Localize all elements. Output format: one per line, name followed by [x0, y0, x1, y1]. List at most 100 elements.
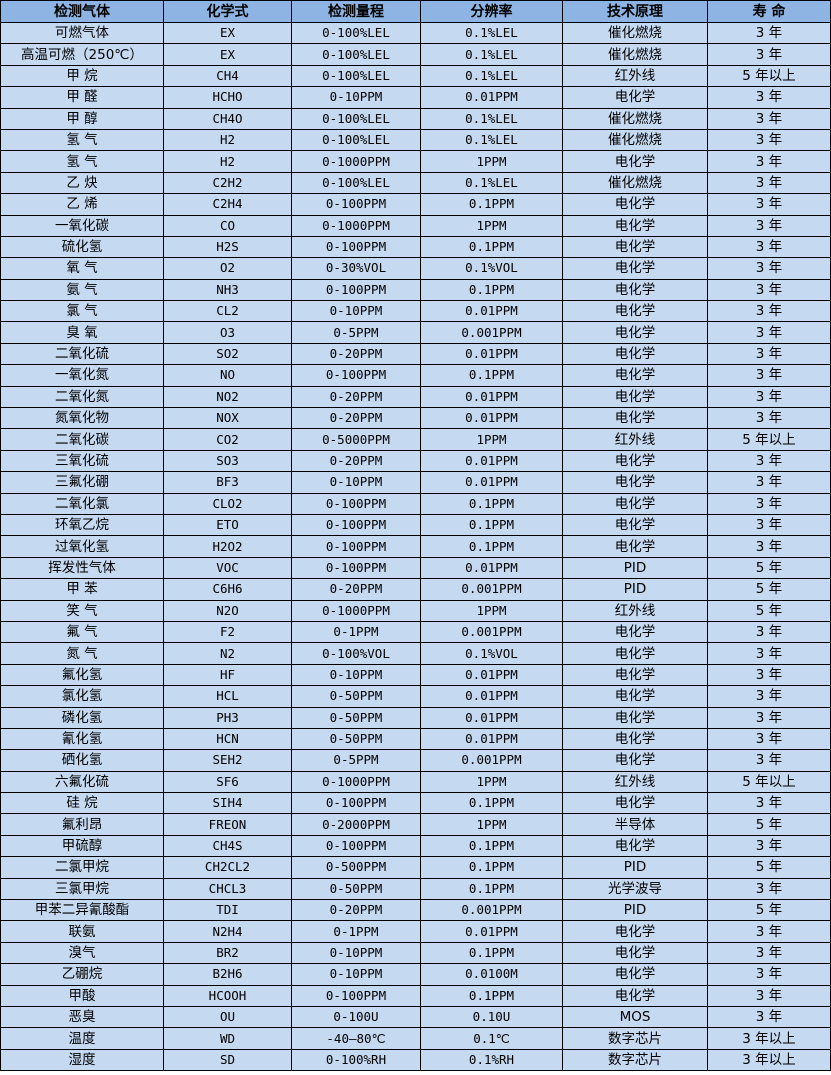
cell-lifespan: 3 年	[707, 86, 831, 109]
cell-principle: 电化学	[562, 385, 708, 409]
table-row: 一氧化碳 CO 0-1000PPM 1PPM 电化学 3 年	[0, 214, 831, 237]
header-lifespan: 寿 命	[707, 0, 831, 23]
cell-lifespan: 3 年	[707, 1005, 831, 1029]
cell-resolution: 0.1%VOL	[420, 642, 563, 665]
cell-lifespan: 3 年以上	[707, 1027, 831, 1050]
cell-gas: 硅 烷	[0, 792, 164, 815]
cell-formula: CL2	[163, 300, 292, 323]
cell-gas: 氢 气	[0, 128, 164, 152]
cell-principle: 电化学	[562, 535, 708, 558]
cell-formula: NO2	[163, 385, 292, 409]
cell-formula: NO	[163, 364, 292, 387]
cell-lifespan: 5 年	[707, 813, 831, 836]
cell-principle: 红外线	[562, 428, 708, 451]
cell-principle: 电化学	[562, 834, 708, 858]
cell-principle: 电化学	[562, 449, 708, 473]
cell-resolution: 0.001PPM	[420, 321, 563, 344]
cell-principle: PID	[562, 556, 708, 580]
cell-formula: ETO	[163, 513, 292, 537]
cell-lifespan: 3 年	[707, 43, 831, 66]
cell-principle: 电化学	[562, 749, 708, 772]
cell-gas: 乙 烯	[0, 193, 164, 216]
cell-resolution: 0.1℃	[420, 1027, 563, 1050]
table-row: 甲 醇 CH4O 0-100%LEL 0.1%LEL 催化燃烧 3 年	[0, 107, 831, 130]
cell-gas: 一氧化氮	[0, 364, 164, 387]
cell-principle: 电化学	[562, 513, 708, 537]
cell-lifespan: 3 年	[707, 171, 831, 195]
cell-formula: SF6	[163, 770, 292, 794]
cell-range: 0-1PPM	[291, 920, 421, 943]
table-row: 甲硫醇 CH4S 0-100PPM 0.1PPM 电化学 3 年	[0, 834, 831, 858]
cell-lifespan: 3 年	[707, 235, 831, 259]
cell-formula: C2H4	[163, 193, 292, 216]
cell-principle: PID	[562, 899, 708, 922]
cell-gas: 硒化氢	[0, 749, 164, 772]
cell-resolution: 0.01PPM	[420, 86, 563, 109]
cell-lifespan: 5 年以上	[707, 64, 831, 88]
cell-principle: PID	[562, 578, 708, 601]
cell-resolution: 0.01PPM	[420, 449, 563, 473]
cell-resolution: 0.01PPM	[420, 556, 563, 580]
cell-principle: 电化学	[562, 193, 708, 216]
cell-formula: HF	[163, 663, 292, 687]
cell-lifespan: 3 年	[707, 727, 831, 751]
cell-resolution: 0.1%LEL	[420, 64, 563, 88]
cell-lifespan: 3 年	[707, 342, 831, 366]
cell-formula: O3	[163, 321, 292, 344]
cell-principle: 电化学	[562, 963, 708, 986]
table-row: 二氧化硫 SO2 0-20PPM 0.01PPM 电化学 3 年	[0, 342, 831, 366]
cell-formula: VOC	[163, 556, 292, 580]
table-row: 高温可燃（250℃） EX 0-100%LEL 0.1%LEL 催化燃烧 3 年	[0, 43, 831, 66]
cell-gas: 甲硫醇	[0, 834, 164, 858]
table-row: 乙硼烷 B2H6 0-10PPM 0.0100M 电化学 3 年	[0, 963, 831, 986]
cell-principle: 半导体	[562, 813, 708, 836]
cell-gas: 过氧化氢	[0, 535, 164, 558]
cell-lifespan: 5 年	[707, 899, 831, 922]
cell-principle: 光学波导	[562, 877, 708, 901]
cell-range: 0-10PPM	[291, 663, 421, 687]
cell-range: 0-100%RH	[291, 1048, 421, 1072]
table-row: 硫化氢 H2S 0-100PPM 0.1PPM 电化学 3 年	[0, 235, 831, 259]
cell-formula: CH4	[163, 64, 292, 88]
cell-range: 0-20PPM	[291, 899, 421, 922]
cell-principle: 电化学	[562, 685, 708, 708]
cell-formula: CHCL3	[163, 877, 292, 901]
cell-formula: SIH4	[163, 792, 292, 815]
cell-lifespan: 3 年	[707, 877, 831, 901]
cell-gas: 二氧化氯	[0, 492, 164, 515]
cell-lifespan: 3 年	[707, 963, 831, 986]
table-row: 硒化氢 SEH2 0-5PPM 0.001PPM 电化学 3 年	[0, 749, 831, 772]
cell-gas: 笑 气	[0, 599, 164, 622]
cell-range: 0-100PPM	[291, 984, 421, 1007]
table-row: 乙 烯 C2H4 0-100PPM 0.1PPM 电化学 3 年	[0, 193, 831, 216]
header-principle: 技术原理	[562, 0, 708, 23]
table-row: 二氧化氮 NO2 0-20PPM 0.01PPM 电化学 3 年	[0, 385, 831, 409]
cell-resolution: 0.01PPM	[420, 685, 563, 708]
cell-resolution: 0.01PPM	[420, 407, 563, 430]
cell-gas: 氨 气	[0, 278, 164, 302]
table-row: 挥发性气体 VOC 0-100PPM 0.01PPM PID 5 年	[0, 556, 831, 580]
cell-range: 0-100PPM	[291, 235, 421, 259]
cell-gas: 臭 氧	[0, 321, 164, 344]
cell-lifespan: 3 年	[707, 107, 831, 130]
cell-formula: SEH2	[163, 749, 292, 772]
cell-lifespan: 5 年	[707, 856, 831, 879]
cell-formula: H2O2	[163, 535, 292, 558]
cell-formula: CLO2	[163, 492, 292, 515]
table-row: 甲 醛 HCHO 0-10PPM 0.01PPM 电化学 3 年	[0, 86, 831, 109]
cell-formula: FREON	[163, 813, 292, 836]
cell-lifespan: 3 年	[707, 792, 831, 815]
cell-gas: 乙 炔	[0, 171, 164, 195]
cell-range: 0-100%LEL	[291, 21, 421, 45]
cell-range: 0-20PPM	[291, 385, 421, 409]
cell-lifespan: 3 年	[707, 21, 831, 45]
cell-resolution: 0.01PPM	[420, 300, 563, 323]
cell-resolution: 0.1PPM	[420, 492, 563, 515]
cell-range: 0-100PPM	[291, 278, 421, 302]
cell-gas: 乙硼烷	[0, 963, 164, 986]
cell-lifespan: 3 年	[707, 535, 831, 558]
cell-formula: H2	[163, 128, 292, 152]
cell-resolution: 0.1%LEL	[420, 21, 563, 45]
cell-resolution: 1PPM	[420, 770, 563, 794]
